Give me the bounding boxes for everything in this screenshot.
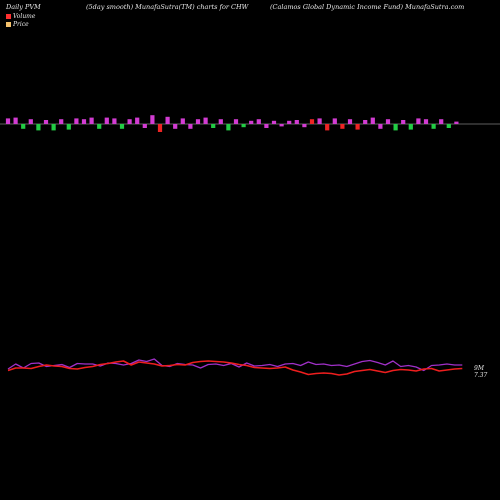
pvm-bar bbox=[340, 124, 345, 129]
pvm-bar bbox=[165, 116, 170, 124]
pvm-bar bbox=[157, 124, 163, 132]
pvm-bar bbox=[218, 119, 223, 124]
fund-name-label: (Calamos Global Dynamic Income Fund) Mun… bbox=[270, 3, 465, 11]
pvm-bar bbox=[423, 119, 429, 124]
pvm-bar bbox=[135, 117, 140, 124]
pvm-bar bbox=[142, 124, 147, 128]
pvm-bar bbox=[150, 115, 155, 124]
pvm-bar bbox=[203, 117, 208, 124]
pvm-bar bbox=[454, 121, 459, 124]
pvm-bar bbox=[112, 118, 117, 124]
pvm-bar bbox=[104, 117, 109, 124]
pvm-bar bbox=[36, 124, 41, 131]
pvm-bar bbox=[309, 119, 315, 124]
pvm-bar bbox=[408, 124, 413, 130]
legend-volume-label: Volume bbox=[13, 13, 36, 20]
pvm-bar bbox=[431, 124, 436, 129]
pvm-bar bbox=[5, 118, 11, 124]
price-line bbox=[7, 360, 463, 376]
legend-price: Price bbox=[6, 21, 29, 28]
pvm-bar bbox=[370, 117, 375, 124]
legend-price-label: Price bbox=[13, 21, 29, 28]
legend-volume-swatch bbox=[6, 14, 11, 19]
pvm-bar bbox=[180, 118, 185, 124]
pvm-bar bbox=[363, 120, 368, 124]
pvm-bar bbox=[188, 124, 193, 129]
pvm-bar bbox=[256, 119, 261, 124]
price-end-label: 7.37 bbox=[474, 372, 488, 379]
pvm-bar bbox=[355, 124, 360, 130]
pvm-bar bbox=[127, 119, 132, 124]
pvm-bar bbox=[28, 119, 33, 124]
pvm-bar bbox=[241, 124, 246, 128]
pvm-bar bbox=[271, 120, 277, 124]
chart-title: (5day smooth) MunafaSutra(TM) charts for… bbox=[86, 3, 249, 11]
pvm-bar bbox=[393, 124, 398, 131]
pvm-bar bbox=[325, 124, 330, 131]
pvm-bar bbox=[264, 124, 269, 128]
pvm-bar bbox=[347, 119, 353, 124]
pvm-bar bbox=[21, 124, 26, 129]
pvm-bar bbox=[51, 124, 56, 131]
pvm-bar bbox=[439, 119, 444, 124]
pvm-bar bbox=[195, 119, 201, 124]
pvm-bar bbox=[59, 119, 64, 124]
pvm-bar bbox=[211, 124, 216, 128]
legend-volume: Volume bbox=[6, 13, 35, 20]
pvm-bar bbox=[249, 120, 254, 124]
legend-price-swatch bbox=[6, 22, 11, 27]
pvm-bar bbox=[74, 118, 79, 124]
pvm-bar bbox=[378, 124, 383, 129]
volume-end-label: 9M bbox=[474, 365, 485, 372]
pvm-bar bbox=[97, 124, 102, 129]
pvm-bar bbox=[279, 124, 284, 127]
pvm-bar bbox=[66, 124, 71, 130]
pvm-bar bbox=[173, 124, 178, 129]
pvm-bar bbox=[332, 118, 337, 124]
pvm-bar bbox=[13, 117, 18, 124]
pvm-bar bbox=[416, 118, 421, 124]
pvm-bar bbox=[446, 124, 451, 128]
pvm-bar bbox=[385, 119, 391, 124]
pvm-bar bbox=[81, 119, 87, 124]
pvm-bar bbox=[302, 124, 307, 128]
pvm-bar bbox=[43, 120, 49, 124]
pvm-bar bbox=[287, 120, 292, 124]
chart-type-label: Daily PVM bbox=[6, 3, 41, 11]
pvm-bar bbox=[317, 118, 322, 124]
pvm-bar bbox=[89, 117, 94, 124]
volume-line bbox=[7, 358, 463, 372]
pvm-bar bbox=[294, 120, 299, 124]
pvm-bar bbox=[233, 119, 239, 124]
pvm-bar bbox=[119, 124, 125, 129]
pvm-bar bbox=[401, 120, 406, 124]
pvm-bar bbox=[226, 124, 231, 131]
